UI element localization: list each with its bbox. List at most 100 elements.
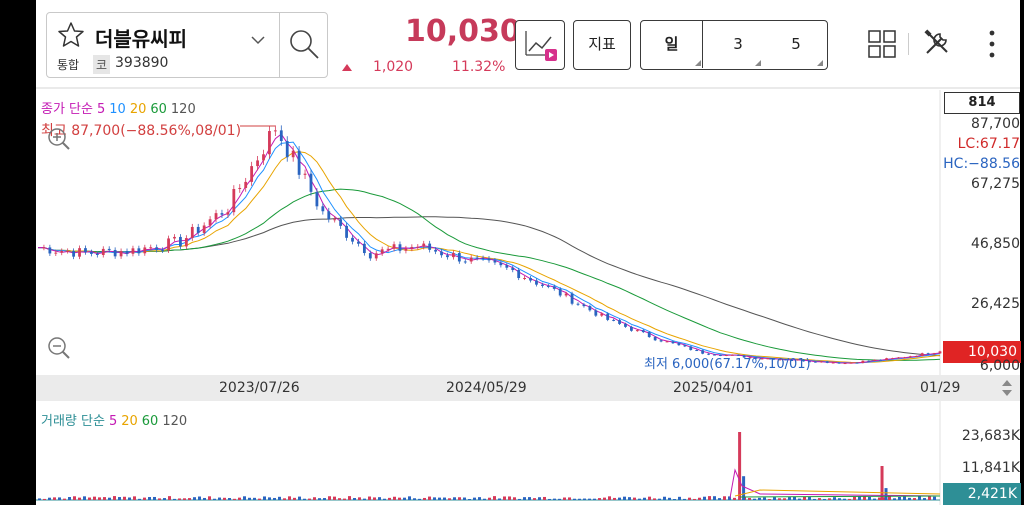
volume-bar	[493, 496, 496, 500]
candle-body	[196, 226, 200, 233]
candle-body	[713, 354, 716, 356]
more-icon[interactable]	[982, 28, 1002, 60]
volume-bar	[718, 498, 721, 500]
candle-body	[772, 358, 776, 360]
volume-bar	[873, 498, 876, 500]
candle-body	[855, 362, 859, 364]
candle-body	[594, 310, 598, 316]
volume-bar	[918, 496, 921, 500]
tools-icon[interactable]	[922, 28, 952, 58]
volume-bar	[543, 496, 546, 500]
candle-body	[778, 359, 782, 361]
volume-bar	[253, 497, 256, 500]
period-5-button[interactable]: 5	[791, 35, 801, 53]
legend-vma20: 20	[121, 414, 138, 429]
volume-bar	[258, 498, 261, 500]
candle-body	[345, 225, 348, 238]
volume-bar	[638, 498, 641, 500]
candle-body	[149, 247, 153, 249]
candle-body	[167, 238, 170, 251]
volume-bar	[898, 496, 901, 500]
date-label: 2023/07/26	[219, 380, 300, 396]
candle-body	[719, 354, 722, 356]
candle-body	[66, 250, 70, 252]
search-icon[interactable]	[287, 27, 321, 61]
volume-legend: 거래량 단순 5 20 60 120	[41, 410, 191, 429]
volume-bar	[313, 497, 316, 500]
volume-bar	[468, 498, 471, 500]
volume-peak	[880, 466, 884, 500]
volume-tick: 23,683K	[961, 428, 1020, 444]
corner-mark	[755, 60, 761, 66]
volume-bar	[418, 498, 421, 500]
legend-ma5: 5	[96, 102, 106, 117]
volume-bar	[678, 496, 681, 500]
volume-bar	[758, 497, 761, 500]
volume-bar	[888, 496, 891, 500]
candle-body	[570, 293, 574, 304]
candle-body	[849, 362, 853, 364]
candle-body	[641, 330, 645, 333]
volume-bar	[908, 497, 911, 500]
zoom-in-icon[interactable]	[47, 127, 71, 151]
volume-tick: 11,841K	[961, 460, 1020, 476]
candle-body	[588, 306, 592, 311]
volume-bar	[478, 497, 481, 500]
sort-icon[interactable]	[1000, 378, 1014, 398]
volume-bar	[38, 498, 41, 500]
candle-body	[161, 249, 165, 251]
candle-body	[351, 237, 354, 242]
price-tick: 26,425	[971, 296, 1020, 312]
stock-selector[interactable]: 더블유씨피 통합 코 393890	[46, 12, 328, 78]
volume-bar	[503, 496, 506, 500]
volume-bar	[698, 497, 701, 500]
volume-bar	[298, 496, 301, 500]
date-label: 2025/04/01	[673, 380, 754, 396]
candle-body	[333, 219, 337, 221]
volume-bar	[438, 497, 441, 500]
volume-bar	[158, 498, 161, 500]
volume-bar	[348, 496, 351, 500]
date-axis-bar	[36, 375, 1020, 401]
candle-body	[410, 246, 414, 249]
volume-bar	[208, 496, 211, 500]
period-day-button[interactable]: 일	[641, 21, 703, 68]
chevron-down-icon[interactable]	[251, 35, 265, 45]
volume-bar	[923, 498, 926, 500]
volume-bar	[423, 497, 426, 500]
right-edge	[1020, 0, 1024, 505]
candle-body	[552, 286, 556, 289]
volume-bar	[723, 496, 726, 500]
candle-body	[446, 255, 449, 258]
candle-body	[920, 353, 924, 356]
stock-name[interactable]: 더블유씨피	[95, 27, 187, 51]
chart-type-button[interactable]	[515, 20, 565, 70]
volume-bar	[773, 497, 776, 500]
volume-bar	[393, 496, 396, 500]
candle-body	[873, 359, 877, 361]
volume-bar	[933, 496, 936, 500]
candle-body	[796, 359, 799, 361]
candle-body	[837, 362, 841, 364]
volume-bar	[398, 497, 401, 500]
indicator-button[interactable]: 지표	[573, 20, 631, 70]
star-icon[interactable]	[57, 21, 85, 49]
volume-bar	[843, 498, 846, 500]
candle-body	[250, 166, 254, 182]
hc-label: HC:−88.56	[943, 156, 1020, 172]
volume-bar	[653, 498, 656, 500]
volume-bar	[828, 498, 831, 500]
period-3-button[interactable]: 3	[733, 35, 743, 53]
volume-bar	[448, 498, 451, 500]
zoom-out-icon[interactable]	[47, 336, 71, 360]
up-arrow-icon	[342, 64, 352, 71]
candle-body	[535, 280, 538, 285]
candle-body	[78, 248, 81, 257]
candle-body	[232, 189, 236, 213]
volume-bar	[848, 498, 851, 500]
grid-icon[interactable]	[868, 30, 896, 58]
volume-bar	[903, 496, 906, 500]
candle-body	[825, 361, 829, 363]
volume-bar	[173, 498, 176, 500]
